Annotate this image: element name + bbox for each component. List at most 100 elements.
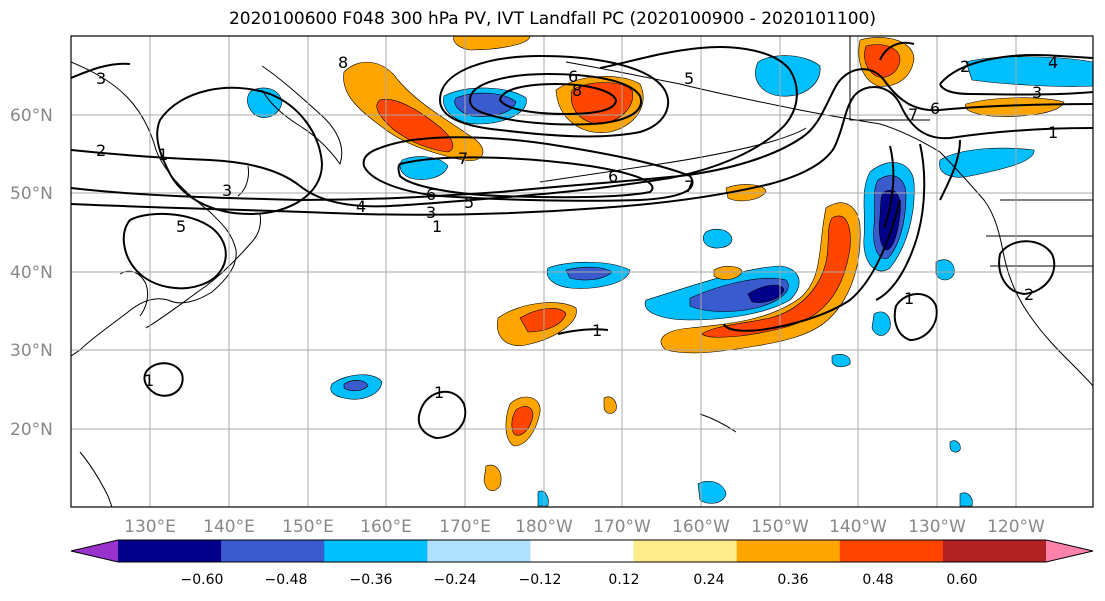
figure-title: 2020100600 F048 300 hPa PV, IVT Landfall… (228, 9, 876, 29)
colorbar-extend-low (71, 540, 118, 562)
coast-hawaii (699, 413, 737, 433)
positive-anomaly-top (453, 36, 531, 51)
positive-anomaly-subtrop8 (603, 396, 617, 414)
pv-contour-17 (143, 362, 184, 397)
pv-contour-7 (156, 86, 324, 216)
pv-contour-8 (122, 212, 227, 290)
colorbar-tick-label: 0.12 (608, 572, 639, 588)
colorbar: −0.60 −0.48 −0.36 −0.24 −0.12 0.12 0.24 … (70, 539, 1094, 588)
lon-label: 170°E (439, 517, 491, 537)
pv-label: 2 (1024, 285, 1034, 304)
pv-contour-5 (468, 72, 643, 126)
coast-asia (71, 61, 237, 357)
gridlines (71, 36, 1093, 507)
colorbar-tick-label: 0.24 (693, 572, 724, 588)
pv-label: 5 (684, 69, 694, 88)
coast-kamchatka (261, 65, 343, 166)
pv-contour-15 (883, 145, 895, 229)
pv-contour-22 (71, 62, 131, 79)
lat-label-50n: 50°N (10, 184, 53, 204)
pv-label: 7 (908, 105, 918, 124)
pv-contour-12 (879, 41, 915, 61)
pv-label: 3 (426, 203, 436, 222)
lon-label: 140°W (829, 517, 887, 537)
lat-label-40n: 40°N (10, 263, 53, 283)
lon-label: 150°E (282, 517, 334, 537)
pv-label: 6 (930, 99, 940, 118)
negative-anomaly-south4 (959, 492, 973, 507)
negative-anomaly-south2 (697, 481, 727, 504)
pv-label: 6 (568, 67, 578, 86)
pv-contour-9 (362, 136, 694, 202)
colorbar-tick-label: −0.36 (350, 572, 393, 588)
negative-anomaly-south5 (949, 440, 961, 453)
colorbar-tick-label: 0.60 (946, 572, 977, 588)
pv-label: 8 (338, 53, 348, 72)
colorbar-tick-label: 0.48 (862, 572, 893, 588)
lon-label: 140°E (203, 517, 255, 537)
negative-anomaly-gulf-north (939, 147, 1035, 178)
pv-label: 3 (96, 69, 106, 88)
colorbar-segment (324, 540, 428, 562)
pv-label: 8 (572, 81, 582, 100)
coast-alaska (565, 61, 941, 153)
lon-label: 120°W (987, 517, 1045, 537)
lat-label-60n: 60°N (10, 106, 53, 126)
pv-contour-21 (557, 328, 609, 335)
pv-contour-16 (939, 139, 961, 201)
pv-label: 7 (684, 177, 694, 196)
colorbar-segment (221, 540, 325, 562)
lon-label: 160°E (360, 517, 412, 537)
lat-label-30n: 30°N (10, 341, 53, 361)
pv-contour-11 (939, 54, 1093, 96)
negative-anomaly-west-core (343, 380, 369, 392)
border-canada (849, 36, 1093, 267)
pv-label: 4 (1048, 53, 1058, 72)
pv-label: 3 (222, 181, 232, 200)
coast-aleutians (539, 127, 807, 183)
pv-contour-18 (417, 390, 467, 440)
colorbar-segment (839, 540, 944, 562)
map-panel: 1 1 1 1 1 1 1 2 2 2 3 3 3 3 4 4 5 5 5 6 (70, 35, 1094, 508)
shaded-anomalies (247, 36, 1093, 507)
pv-label: 2 (960, 57, 970, 76)
latitude-labels: 20°N 30°N 40°N 50°N 60°N (10, 106, 53, 440)
colorbar-segment (530, 540, 635, 562)
pv-contour-4 (438, 54, 670, 138)
colorbar-segment (736, 540, 841, 562)
colorbar-segment (118, 540, 222, 562)
positive-anomaly-dateline-core (519, 308, 567, 333)
coastlines (71, 36, 1093, 507)
pv-label: 7 (458, 149, 468, 168)
lon-label: 160°W (672, 517, 730, 537)
pv-label: 3 (1032, 83, 1042, 102)
colorbar-tick-label: −0.24 (434, 572, 477, 588)
pv-label: 5 (464, 193, 474, 212)
lon-label: 150°W (751, 517, 809, 537)
coast-philippines (79, 451, 113, 507)
pv-label: 4 (356, 197, 366, 216)
pv-contour-3 (71, 46, 798, 208)
lat-label-20n: 20°N (10, 420, 53, 440)
colorbar-extend-high (1046, 540, 1093, 562)
colorbar-segment (427, 540, 531, 562)
pv-label: 6 (426, 185, 436, 204)
coast-sakhalin (237, 165, 249, 197)
positive-anomaly-canada-core (864, 44, 901, 78)
colorbar-outline (70, 539, 1094, 563)
pv-contours (71, 41, 1093, 440)
positive-anomaly-subtrop9 (483, 464, 502, 492)
pv-label: 2 (96, 141, 106, 160)
positive-anomaly-gulf-core (701, 215, 851, 338)
positive-anomaly-canada-east (964, 97, 1065, 117)
negative-anomaly-north-east (755, 55, 821, 97)
negative-anomaly-subtrop7 (831, 354, 851, 368)
lon-label: 170°W (593, 517, 651, 537)
coast-japan (145, 213, 261, 329)
pv-label: 1 (158, 145, 168, 164)
pv-contour-6 (498, 82, 618, 116)
lon-label: 130°W (908, 517, 966, 537)
negative-anomaly-south3 (537, 490, 549, 507)
coast-korea (119, 270, 149, 317)
